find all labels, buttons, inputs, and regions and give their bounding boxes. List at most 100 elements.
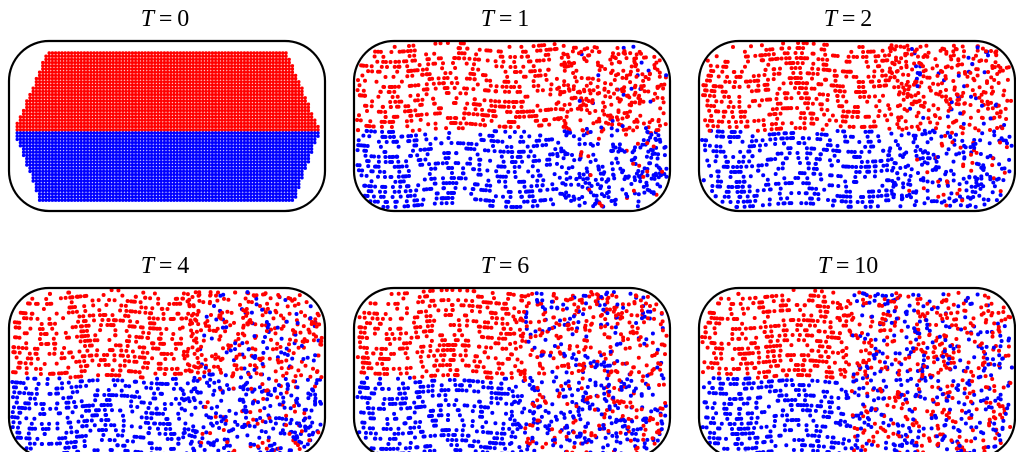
blue-particle [117, 140, 122, 145]
blue-particle [258, 179, 263, 183]
blue-particle [98, 185, 103, 190]
blue-particle [213, 140, 218, 145]
red-particle [31, 92, 35, 97]
blue-particle [201, 134, 205, 138]
red-particle [41, 76, 45, 81]
red-particle [117, 96, 122, 100]
blue-particle [309, 150, 314, 154]
blue-particle [207, 188, 211, 193]
red-particle [92, 60, 96, 65]
blue-particle [656, 165, 661, 170]
red-particle [172, 99, 176, 103]
blue-particle [169, 172, 173, 177]
blue-particle [316, 131, 320, 135]
blue-particle [117, 176, 122, 180]
red-particle [133, 99, 138, 103]
red-particle [31, 124, 35, 129]
red-particle [229, 105, 234, 110]
red-particle [121, 112, 125, 116]
red-particle [271, 124, 275, 129]
red-particle [239, 99, 243, 103]
blue-particle [146, 131, 151, 135]
blue-particle [213, 163, 218, 167]
red-particle [204, 89, 208, 94]
red-particle [197, 124, 202, 129]
red-particle [130, 92, 135, 97]
red-particle [105, 60, 109, 65]
blue-particle [15, 134, 19, 138]
red-particle [309, 124, 314, 129]
red-particle [162, 57, 167, 62]
blue-particle [271, 134, 275, 138]
red-particle [57, 67, 61, 71]
blue-particle [105, 172, 109, 177]
blue-particle [220, 198, 224, 202]
blue-particle [79, 140, 83, 145]
red-particle [101, 73, 106, 78]
red-particle [105, 80, 109, 84]
red-particle [66, 54, 71, 58]
blue-particle [82, 153, 87, 158]
blue-particle [277, 160, 282, 164]
blue-particle [217, 160, 221, 164]
red-particle [518, 69, 523, 74]
red-particle [175, 96, 179, 100]
red-particle [374, 79, 379, 84]
red-particle [579, 76, 584, 80]
blue-particle [245, 198, 250, 202]
red-particle [207, 57, 211, 62]
blue-particle [313, 134, 317, 138]
blue-particle [172, 160, 176, 164]
blue-particle [217, 182, 221, 186]
blue-particle [82, 192, 87, 196]
red-particle [454, 116, 459, 121]
red-particle [614, 73, 618, 78]
red-particle [433, 121, 438, 126]
red-particle [226, 102, 231, 106]
blue-particle [277, 134, 282, 138]
red-particle [370, 69, 375, 74]
red-particle [191, 67, 195, 71]
blue-particle [181, 172, 186, 177]
blue-particle [143, 156, 147, 161]
red-particle [172, 121, 176, 126]
blue-particle [85, 192, 90, 196]
red-particle [137, 76, 141, 81]
blue-particle [268, 150, 272, 154]
blue-particle [178, 188, 183, 193]
blue-particle [156, 131, 160, 135]
red-particle [143, 99, 147, 103]
blue-particle [204, 195, 208, 199]
blue-particle [117, 169, 122, 174]
red-particle [101, 80, 106, 84]
red-particle [194, 124, 199, 129]
red-particle [153, 51, 157, 55]
red-particle [229, 124, 234, 129]
blue-particle [271, 144, 275, 148]
red-particle [531, 79, 536, 84]
blue-particle [638, 175, 643, 180]
blue-particle [371, 194, 376, 199]
blue-particle [121, 169, 125, 174]
red-particle [50, 86, 55, 90]
red-particle [105, 108, 109, 113]
red-particle [388, 100, 393, 104]
blue-particle [178, 182, 183, 186]
red-particle [28, 92, 32, 97]
red-particle [284, 73, 288, 78]
red-particle [156, 64, 160, 68]
red-particle [108, 57, 112, 62]
red-particle [153, 115, 157, 119]
blue-particle [297, 156, 301, 161]
red-particle [271, 115, 275, 119]
red-particle [223, 57, 227, 62]
blue-particle [271, 169, 275, 174]
blue-particle [50, 144, 55, 148]
blue-particle [217, 172, 221, 177]
blue-particle [149, 198, 154, 202]
red-particle [293, 115, 298, 119]
blue-particle [261, 163, 266, 167]
red-particle [500, 64, 504, 69]
blue-particle [133, 182, 138, 186]
blue-particle [127, 172, 131, 177]
